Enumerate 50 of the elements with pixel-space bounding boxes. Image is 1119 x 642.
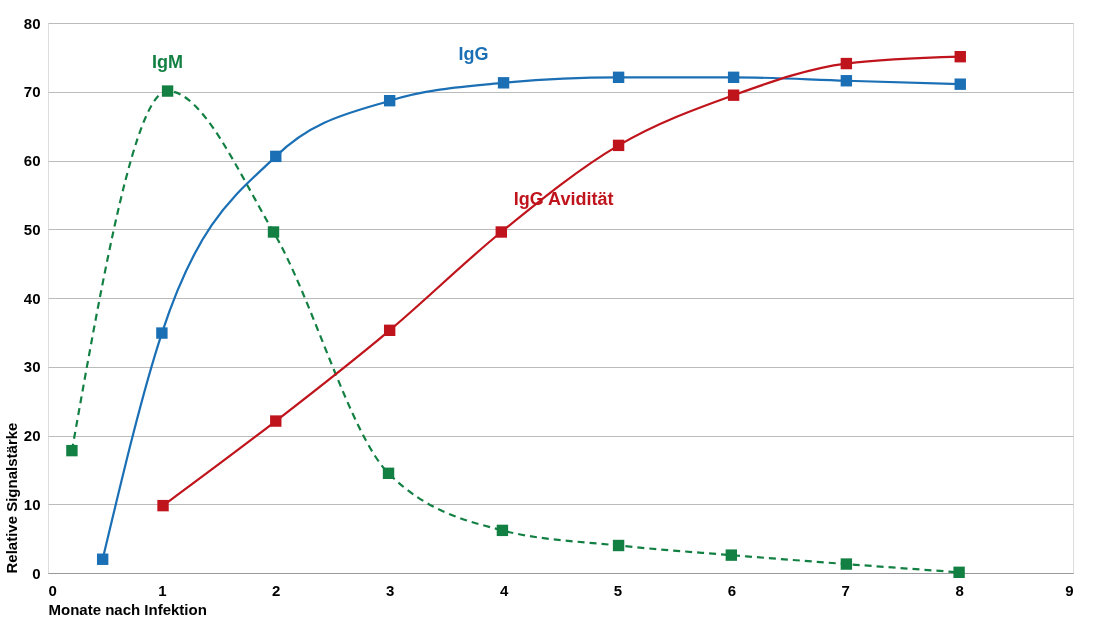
point	[840, 558, 853, 570]
x-tick-label: 7	[841, 581, 850, 599]
point	[66, 444, 78, 457]
point	[954, 50, 966, 63]
x-tick-label: 0	[48, 581, 57, 599]
point	[840, 57, 853, 70]
point	[840, 75, 853, 87]
point	[382, 467, 395, 480]
x-tick-label: 5	[613, 581, 623, 599]
point	[727, 71, 740, 84]
y-tick-label: 40	[23, 289, 41, 307]
y-tick-label: 80	[23, 14, 41, 32]
point	[725, 549, 738, 561]
point	[157, 499, 169, 512]
y-tick-label: 20	[23, 427, 41, 444]
y-tick-label: 10	[23, 495, 41, 513]
point	[612, 71, 625, 84]
point	[612, 539, 625, 552]
y-tick-label: 50	[23, 220, 41, 238]
point	[383, 324, 396, 337]
point	[161, 85, 174, 97]
x-tick-label: 3	[385, 581, 395, 599]
series-label: IgM	[152, 52, 184, 73]
y-tick-label: 30	[23, 358, 41, 376]
point	[96, 553, 109, 565]
x-axis-title: Monate nach Infektion	[48, 600, 207, 618]
x-tick-label: 2	[272, 581, 281, 599]
series-label: IgG Avidität	[513, 189, 614, 210]
point	[383, 94, 396, 107]
x-tick-label: 4	[499, 581, 509, 599]
point	[495, 226, 507, 238]
point	[953, 566, 965, 579]
point	[156, 327, 168, 339]
y-tick-label: 70	[23, 83, 41, 101]
point	[267, 226, 280, 238]
y-tick-label: 60	[23, 152, 41, 169]
series-label: IgG	[458, 43, 489, 64]
x-tick-label: 6	[727, 581, 737, 599]
point	[612, 139, 625, 152]
point	[954, 78, 966, 90]
x-tick-label: 1	[158, 581, 167, 599]
point	[270, 150, 282, 163]
x-tick-label: 8	[955, 581, 964, 599]
y-axis-title: Relative Signalstärke	[2, 422, 20, 574]
point	[496, 524, 509, 537]
point	[497, 77, 510, 89]
point	[270, 415, 282, 427]
y-tick-label: 0	[32, 564, 41, 582]
x-tick-label: 9	[1065, 581, 1074, 599]
point	[727, 89, 740, 101]
